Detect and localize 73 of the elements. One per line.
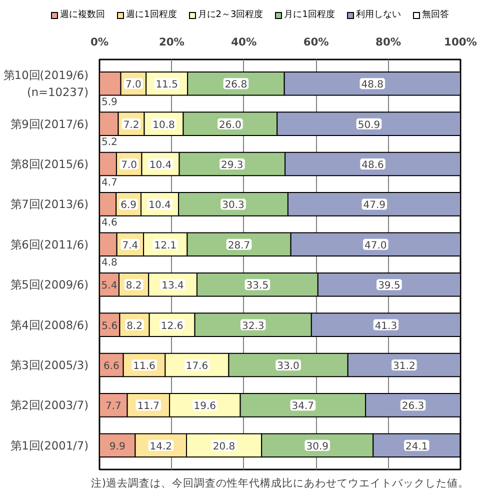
data-label: 30.3: [222, 200, 244, 212]
data-label: 4.6: [102, 217, 118, 228]
data-label: 33.0: [277, 360, 300, 372]
data-label: 5.4: [101, 280, 118, 292]
x-tick-label: 100%: [444, 36, 478, 48]
data-label: 7.2: [123, 120, 140, 131]
data-label: 11.5: [156, 80, 178, 91]
y-tick-label: 第8回(2015/6): [10, 157, 89, 172]
data-label: 11.7: [137, 401, 160, 412]
data-label: 13.4: [162, 280, 184, 292]
data-label: 29.3: [221, 160, 244, 172]
data-label: 39.5: [378, 280, 400, 292]
data-label: 6.9: [120, 200, 137, 212]
data-label: 48.6: [362, 160, 384, 172]
data-label: 8.2: [126, 320, 142, 332]
data-label: 6.6: [103, 360, 120, 372]
data-label: 34.7: [292, 401, 314, 412]
data-label: 7.4: [122, 240, 138, 252]
data-label: 8.2: [126, 280, 142, 292]
data-label: 10.4: [149, 160, 172, 172]
y-tick-label: 第9回(2017/6): [10, 116, 89, 131]
data-label: 26.3: [402, 401, 424, 412]
text: 注)過去調査は、今回調査の性年代構成比にあわせてウエイトバックした値。: [90, 476, 470, 490]
data-label: 48.8: [361, 80, 384, 91]
data-label: 24.1: [406, 441, 428, 452]
y-tick-label: 第5回(2009/6): [10, 278, 89, 292]
data-label: 26.8: [224, 80, 248, 91]
data-label: 20.8: [212, 441, 236, 452]
y-tick-label: 第1回(2001/7): [10, 438, 89, 452]
y-tick-label: 第3回(2005/3): [10, 358, 89, 372]
x-tick-label: 60%: [303, 36, 330, 48]
data-label: 33.5: [246, 280, 269, 292]
data-label: 12.6: [160, 320, 184, 332]
x-tick-label: 0%: [90, 36, 109, 48]
data-label: 5.9: [102, 96, 118, 108]
data-label: 41.3: [374, 320, 398, 332]
data-label: 26.0: [219, 120, 242, 131]
y-tick-label: 第6回(2011/6): [10, 237, 89, 252]
y-tick-label: 第2回(2003/7): [10, 398, 89, 412]
data-label: 5.6: [102, 320, 118, 332]
data-label: 7.0: [121, 160, 138, 172]
data-label: 7.0: [125, 80, 142, 91]
data-label: 28.7: [228, 240, 250, 252]
data-label: 4.8: [102, 258, 118, 269]
legend-label: 週に1回程度: [126, 10, 177, 20]
data-label: 12.1: [154, 240, 177, 252]
data-label: 32.3: [242, 320, 264, 332]
legend-label: 週に複数回: [60, 10, 106, 20]
data-label: 30.9: [306, 441, 328, 452]
data-label: 10.8: [152, 120, 175, 131]
data-label: 5.2: [102, 137, 118, 148]
legend-label: 利用しない: [356, 10, 401, 20]
y-tick-label: 第10回(2019/6) (n=10237): [3, 68, 89, 100]
data-label: 4.7: [102, 177, 118, 188]
x-tick-label: 40%: [231, 36, 257, 48]
data-label: 19.6: [194, 401, 216, 412]
data-label: 47.0: [364, 240, 387, 252]
legend-label: 無回答: [422, 10, 449, 20]
x-tick-label: 80%: [376, 36, 402, 48]
y-tick-label: 第4回(2008/6): [10, 318, 89, 332]
data-label: 10.4: [148, 200, 171, 212]
x-tick-label: 20%: [158, 36, 185, 48]
data-label: 11.6: [133, 360, 156, 372]
data-label: 50.9: [358, 120, 380, 131]
legend-label: 月に1回程度: [284, 10, 335, 20]
legend-label: 月に2～3回程度: [198, 10, 264, 20]
data-label: 17.6: [186, 360, 208, 372]
data-label: 14.2: [150, 441, 172, 452]
y-tick-label: 第7回(2013/6): [10, 197, 89, 212]
data-label: 31.2: [393, 360, 416, 372]
data-label: 47.9: [363, 200, 386, 212]
data-label: 7.7: [105, 401, 122, 412]
data-label: 9.9: [109, 441, 126, 452]
